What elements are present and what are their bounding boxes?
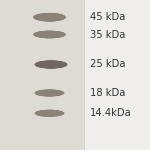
Ellipse shape — [37, 61, 65, 68]
Text: 35 kDa: 35 kDa — [90, 30, 125, 39]
Ellipse shape — [36, 90, 63, 96]
Ellipse shape — [34, 31, 64, 38]
Ellipse shape — [34, 31, 65, 38]
Ellipse shape — [37, 90, 62, 96]
Ellipse shape — [36, 14, 64, 21]
Ellipse shape — [37, 111, 62, 116]
Ellipse shape — [33, 13, 66, 22]
Ellipse shape — [34, 13, 65, 21]
Ellipse shape — [37, 61, 65, 68]
Ellipse shape — [36, 110, 63, 116]
Ellipse shape — [37, 110, 62, 116]
Ellipse shape — [33, 13, 66, 21]
Ellipse shape — [34, 110, 64, 117]
Ellipse shape — [35, 90, 64, 96]
Ellipse shape — [34, 31, 65, 38]
Text: 14.4kDa: 14.4kDa — [90, 108, 132, 118]
Ellipse shape — [35, 60, 67, 69]
Ellipse shape — [35, 14, 64, 21]
Ellipse shape — [35, 90, 64, 96]
Ellipse shape — [37, 61, 65, 68]
Ellipse shape — [35, 61, 67, 68]
Ellipse shape — [35, 110, 64, 116]
Ellipse shape — [36, 61, 66, 68]
Ellipse shape — [35, 61, 67, 68]
Text: 25 kDa: 25 kDa — [90, 60, 126, 69]
Ellipse shape — [33, 31, 66, 38]
Ellipse shape — [33, 31, 66, 38]
Ellipse shape — [36, 14, 63, 20]
Bar — [0, 0, 84, 150]
Ellipse shape — [33, 13, 66, 21]
Ellipse shape — [34, 89, 64, 97]
Ellipse shape — [36, 90, 63, 96]
Ellipse shape — [35, 31, 64, 38]
Text: 18 kDa: 18 kDa — [90, 88, 125, 98]
Ellipse shape — [35, 110, 64, 117]
Ellipse shape — [35, 89, 64, 97]
Ellipse shape — [34, 31, 65, 38]
Ellipse shape — [33, 31, 66, 38]
Ellipse shape — [34, 31, 65, 38]
Ellipse shape — [35, 90, 64, 96]
Ellipse shape — [36, 110, 63, 116]
Ellipse shape — [35, 31, 64, 38]
Bar — [84, 0, 150, 150]
Ellipse shape — [34, 13, 65, 21]
Ellipse shape — [35, 14, 64, 21]
Ellipse shape — [35, 110, 64, 117]
Ellipse shape — [35, 90, 64, 96]
Ellipse shape — [35, 31, 64, 38]
Ellipse shape — [37, 90, 62, 96]
Ellipse shape — [35, 14, 64, 21]
Ellipse shape — [36, 90, 63, 96]
Ellipse shape — [36, 110, 63, 116]
Ellipse shape — [34, 14, 65, 21]
Ellipse shape — [34, 13, 65, 21]
Ellipse shape — [35, 32, 64, 38]
Ellipse shape — [36, 61, 66, 68]
Ellipse shape — [36, 61, 66, 68]
Ellipse shape — [35, 14, 64, 21]
Ellipse shape — [37, 61, 65, 68]
Ellipse shape — [34, 60, 68, 69]
Text: 45 kDa: 45 kDa — [90, 12, 125, 22]
Ellipse shape — [35, 110, 64, 117]
Ellipse shape — [34, 14, 64, 21]
Ellipse shape — [35, 110, 64, 117]
Ellipse shape — [36, 61, 66, 68]
Ellipse shape — [36, 90, 63, 96]
Ellipse shape — [35, 61, 67, 68]
Ellipse shape — [36, 61, 66, 68]
Ellipse shape — [36, 32, 64, 37]
Ellipse shape — [36, 90, 63, 96]
Ellipse shape — [36, 110, 63, 116]
Ellipse shape — [36, 110, 63, 116]
